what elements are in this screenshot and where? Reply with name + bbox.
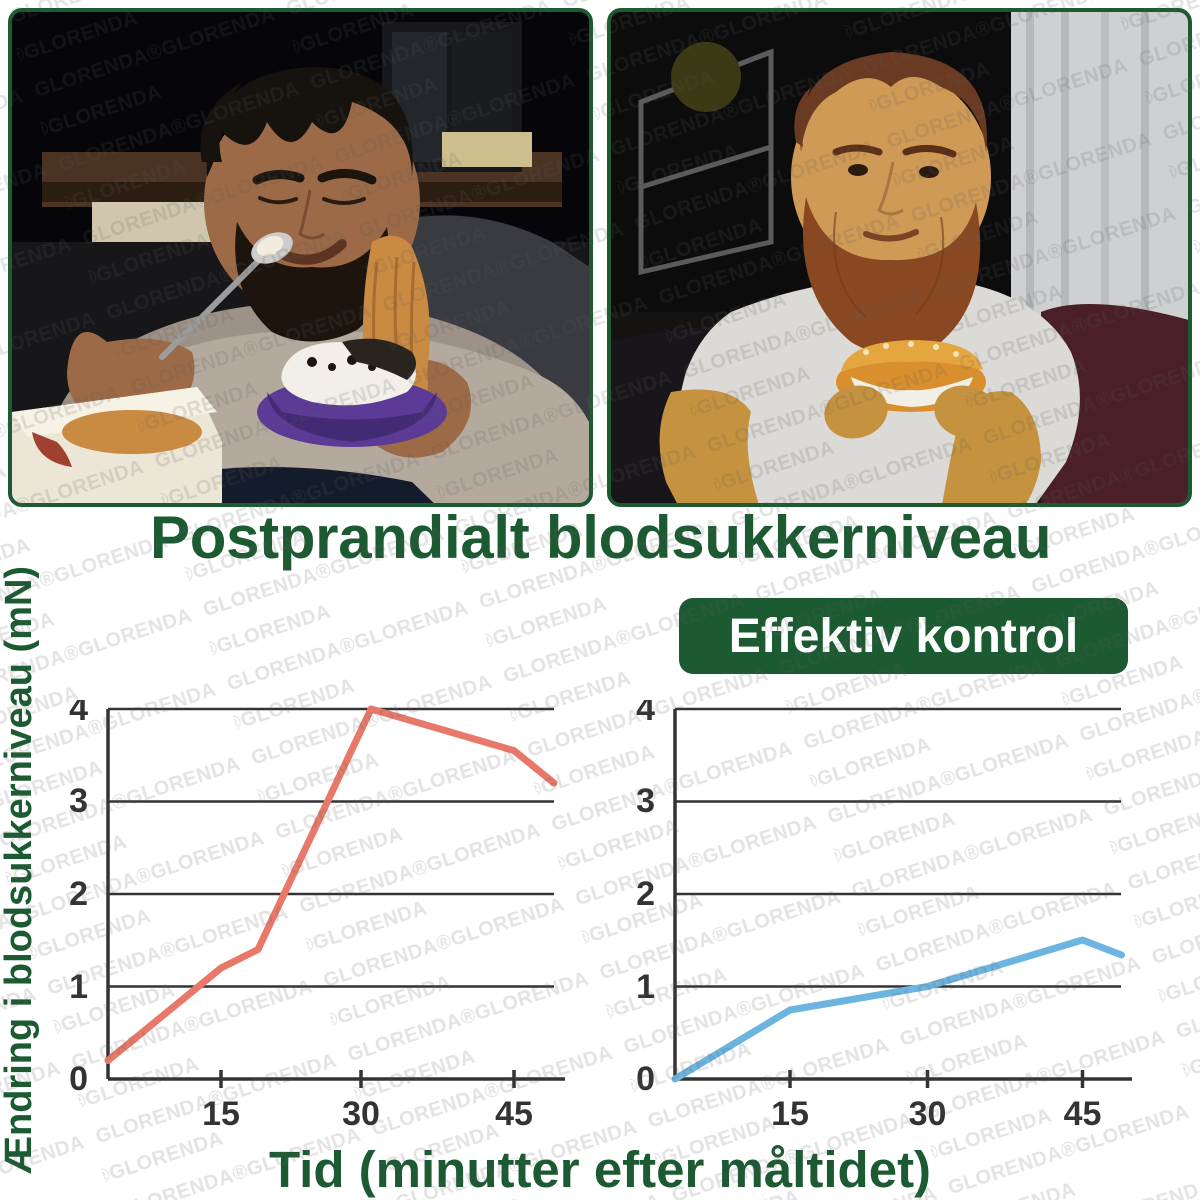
svg-text:4: 4: [69, 700, 88, 728]
svg-text:1: 1: [69, 968, 88, 1006]
svg-text:45: 45: [1064, 1095, 1102, 1133]
svg-text:2: 2: [636, 875, 655, 913]
svg-text:3: 3: [69, 782, 88, 820]
svg-text:2: 2: [69, 875, 88, 913]
svg-text:30: 30: [342, 1095, 380, 1133]
svg-text:3: 3: [636, 782, 655, 820]
svg-text:30: 30: [909, 1095, 947, 1133]
svg-text:4: 4: [636, 700, 655, 728]
svg-text:15: 15: [771, 1095, 809, 1133]
svg-text:1: 1: [636, 968, 655, 1006]
svg-text:0: 0: [69, 1060, 88, 1098]
svg-text:45: 45: [495, 1095, 533, 1133]
svg-text:15: 15: [202, 1095, 240, 1133]
svg-text:0: 0: [636, 1060, 655, 1098]
